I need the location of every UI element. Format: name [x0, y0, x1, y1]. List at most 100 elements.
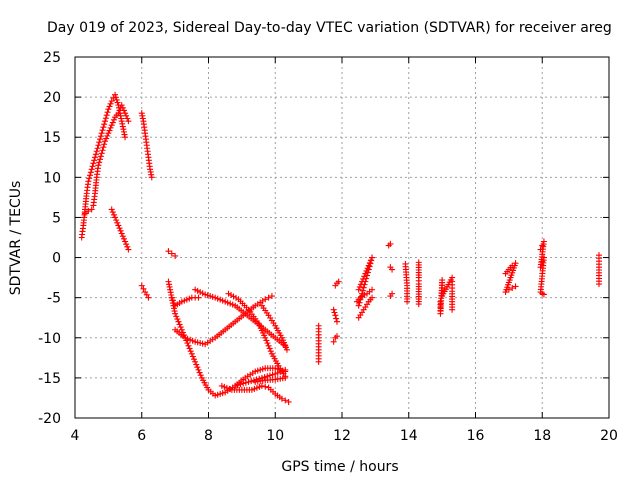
x-tick-label: 16 [467, 428, 485, 444]
data-point [194, 364, 201, 371]
series-arc-f [225, 290, 289, 380]
data-point [122, 238, 129, 245]
data-point [369, 286, 376, 293]
data-point [264, 340, 271, 347]
series-arc-early-rise [78, 91, 129, 241]
data-point [120, 128, 127, 135]
data-point [118, 102, 125, 109]
data-point [119, 120, 126, 127]
data-point [189, 353, 196, 360]
data-point [278, 395, 285, 402]
data-point [165, 248, 172, 255]
data-point [118, 230, 125, 237]
series-arc-g [232, 365, 289, 389]
data-point [119, 104, 126, 111]
data-point [122, 134, 129, 141]
data-point [85, 208, 92, 215]
data-point [109, 209, 116, 216]
series-arc-12h-rise-4 [354, 286, 376, 305]
data-point [93, 148, 100, 155]
y-tick-label: -15 [38, 371, 61, 387]
data-point [99, 147, 106, 154]
data-point [172, 252, 179, 259]
data-point [333, 315, 340, 322]
data-point [124, 243, 131, 250]
data-point [283, 346, 290, 353]
data-point [335, 278, 342, 285]
data-point [269, 371, 276, 378]
data-point [167, 289, 174, 296]
data-point [192, 358, 199, 365]
data-point [108, 98, 115, 105]
data-point [170, 302, 177, 309]
series-arc-7h-short [165, 248, 179, 259]
data-point [82, 210, 89, 217]
data-point [106, 103, 113, 110]
data-point [261, 374, 268, 381]
x-axis-title: GPS time / hours [281, 459, 398, 475]
data-point [174, 316, 181, 323]
data-point [147, 166, 154, 173]
data-point [177, 324, 184, 331]
series-arc-19h [595, 252, 602, 288]
data-point [315, 358, 322, 365]
data-point [108, 122, 115, 129]
data-point [96, 159, 103, 166]
data-point [262, 334, 269, 341]
data-point [147, 168, 154, 175]
data-point [267, 348, 274, 355]
data-point [97, 153, 104, 160]
data-point [102, 138, 109, 145]
data-point [101, 141, 108, 148]
data-point [148, 171, 155, 178]
data-point [331, 309, 338, 316]
data-point [166, 283, 173, 290]
y-tick-label: 20 [43, 90, 61, 106]
data-point [167, 286, 174, 293]
plot-frame [74, 56, 610, 419]
data-point [362, 270, 369, 277]
data-point [166, 281, 173, 288]
data-point [262, 296, 269, 303]
data-point [115, 110, 122, 117]
data-point [119, 233, 126, 240]
data-point [186, 345, 193, 352]
data-point [268, 293, 275, 300]
data-point [123, 112, 130, 119]
data-point [97, 156, 104, 163]
data-point [185, 342, 192, 349]
data-point [262, 383, 269, 390]
series-arc-13h-c [387, 290, 396, 300]
data-point [539, 242, 546, 249]
data-point [107, 100, 114, 107]
data-point [265, 342, 272, 349]
x-tick-label: 10 [266, 428, 284, 444]
data-point [112, 91, 119, 98]
series-arc-13h-b [387, 264, 396, 273]
data-point [539, 258, 546, 265]
data-point [282, 397, 289, 404]
data-point [266, 345, 273, 352]
series-arc-b [168, 294, 289, 399]
series-arc-early-plateau [82, 102, 132, 217]
data-point [85, 178, 92, 185]
data-point [173, 313, 180, 320]
data-point [366, 259, 373, 266]
data-point [112, 214, 119, 221]
data-point [404, 298, 411, 305]
data-point [248, 378, 255, 385]
x-tick-label: 8 [204, 428, 213, 444]
data-point [258, 382, 265, 389]
data-point [122, 110, 129, 117]
data-point [99, 127, 106, 134]
data-point [188, 350, 195, 357]
data-point [196, 369, 203, 376]
data-point [100, 144, 107, 151]
data-point [512, 283, 519, 290]
y-axis-title: SDTVAR / TECUs [8, 181, 24, 296]
series-arc-early-fall [108, 206, 132, 253]
data-point [282, 368, 289, 375]
data-point [191, 356, 198, 363]
data-point [178, 326, 185, 333]
series-arc-6h-high [138, 110, 155, 181]
